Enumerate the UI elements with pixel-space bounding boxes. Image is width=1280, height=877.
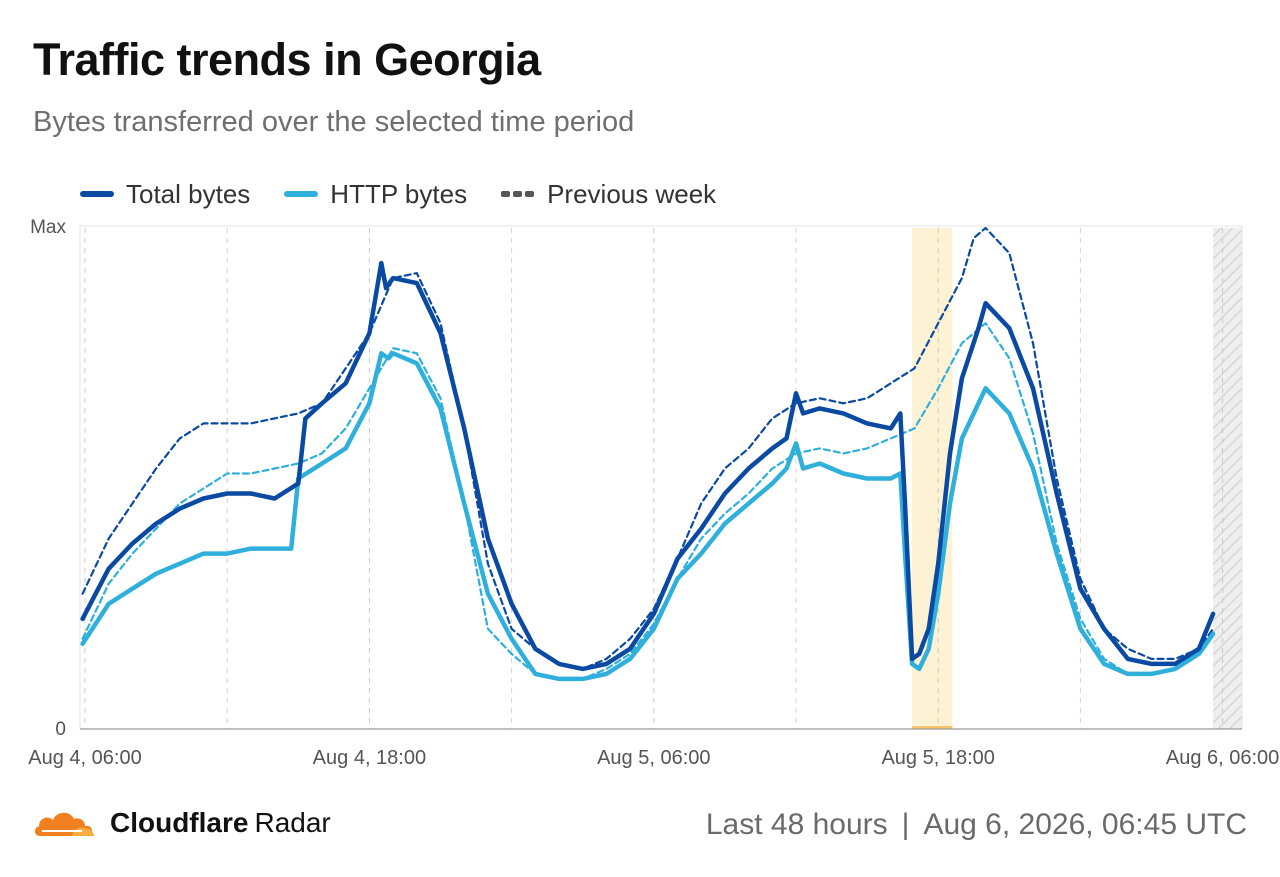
- legend-item-total[interactable]: Total bytes: [80, 179, 250, 210]
- traffic-chart[interactable]: Max 0 Aug 4, 06:00 Aug 4, 18:00 Aug 5, 06:00…: [0, 210, 1280, 780]
- y-axis-label-zero: 0: [55, 719, 66, 740]
- time-range-label: Last 48 hours: [705, 808, 888, 841]
- legend-swatch-http: [284, 191, 319, 197]
- legend-swatch-total: [80, 191, 114, 197]
- product-name: Radar: [254, 807, 331, 838]
- legend-label-total: Total bytes: [126, 178, 251, 209]
- series-http-bytes[interactable]: [80, 351, 1216, 682]
- footer-brand[interactable]: Cloudflare Radar: [32, 806, 331, 840]
- footer-meta: Last 48 hours | Aug 6, 2026, 06:45 UTC: [706, 808, 1247, 842]
- brand-name: Cloudflare: [110, 807, 249, 838]
- y-axis-label-max: Max: [30, 217, 66, 238]
- footer-separator: |: [901, 808, 910, 841]
- legend-swatch-previous: [501, 191, 535, 197]
- x-tick-label: Aug 5, 06:00: [597, 747, 710, 769]
- chart-legend: Total bytes HTTP bytes Previous week: [80, 176, 716, 212]
- page-title: Traffic trends in Georgia: [33, 34, 541, 85]
- incomplete-data-band: [1213, 228, 1242, 729]
- x-tick-label: Aug 5, 18:00: [881, 747, 994, 769]
- x-tick-label: Aug 6, 06:00: [1166, 747, 1279, 769]
- page-subtitle: Bytes transferred over the selected time…: [33, 106, 635, 138]
- series-total-bytes[interactable]: [80, 260, 1216, 672]
- legend-label-previous: Previous week: [547, 178, 717, 209]
- highlight-band-marker: [912, 726, 953, 729]
- x-tick-label: Aug 4, 18:00: [313, 747, 426, 769]
- plot-frame: [79, 225, 1243, 730]
- legend-item-http[interactable]: HTTP bytes: [284, 179, 467, 210]
- series-previous-week-total[interactable]: [81, 226, 1215, 670]
- legend-item-previous[interactable]: Previous week: [501, 179, 716, 210]
- x-tick-label: Aug 4, 06:00: [28, 747, 141, 769]
- cloudflare-logo-icon: [34, 812, 94, 836]
- timestamp-label: Aug 6, 2026, 06:45 UTC: [923, 808, 1247, 841]
- legend-label-http: HTTP bytes: [330, 178, 468, 209]
